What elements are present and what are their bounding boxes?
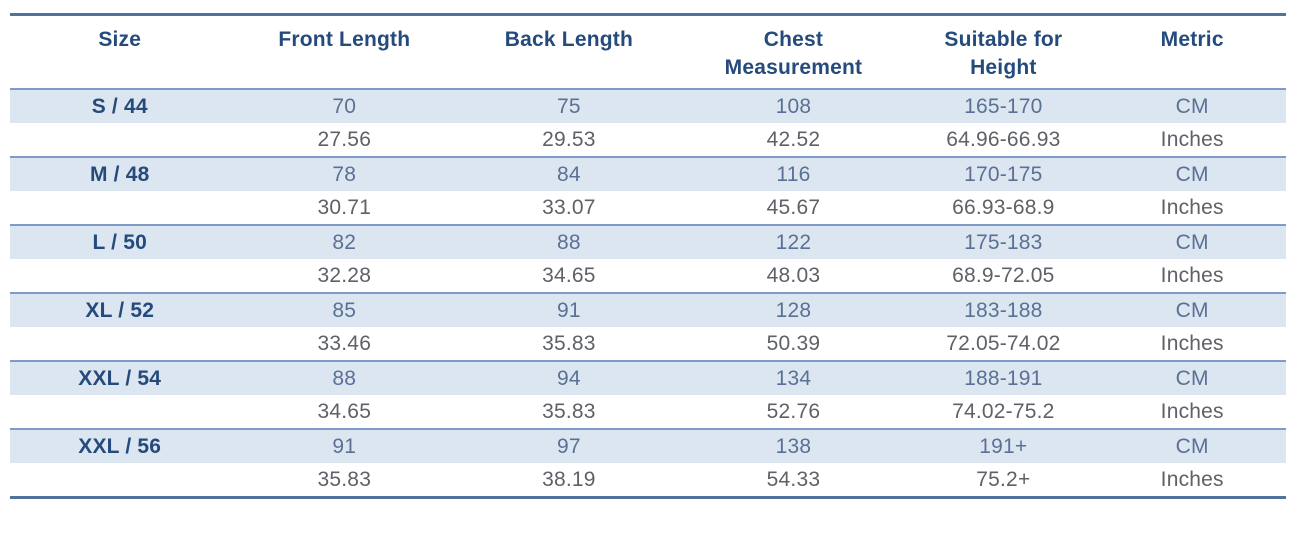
- column-header-front-length: Front Length: [278, 28, 411, 51]
- front-length-cell: 70: [229, 88, 460, 123]
- metric-cell: CM: [1098, 360, 1286, 395]
- table-row: XL / 52 85 91 128 183-188 CM: [10, 292, 1286, 327]
- front-length-cell: 82: [229, 224, 460, 259]
- metric-cell: Inches: [1098, 123, 1286, 157]
- chest-cell: 116: [678, 156, 909, 191]
- size-cell: XXL / 54: [10, 360, 230, 395]
- chest-cell: 134: [678, 360, 909, 395]
- metric-cell: Inches: [1098, 259, 1286, 293]
- size-cell: [10, 123, 230, 157]
- table-row: 34.65 35.83 52.76 74.02-75.2 Inches: [10, 395, 1286, 429]
- size-chart-container: Size Front Length Back Length Chest Meas…: [10, 13, 1286, 499]
- metric-cell: CM: [1098, 88, 1286, 123]
- front-length-cell: 85: [229, 292, 460, 327]
- table-row: 32.28 34.65 48.03 68.9-72.05 Inches: [10, 259, 1286, 293]
- metric-cell: Inches: [1098, 395, 1286, 429]
- back-length-cell: 34.65: [459, 259, 679, 293]
- metric-cell: Inches: [1098, 191, 1286, 225]
- metric-cell: Inches: [1098, 327, 1286, 361]
- table-row: 35.83 38.19 54.33 75.2+ Inches: [10, 463, 1286, 498]
- front-length-cell: 88: [229, 360, 460, 395]
- table-row: 30.71 33.07 45.67 66.93-68.9 Inches: [10, 191, 1286, 225]
- height-cell: 165-170: [908, 88, 1099, 123]
- chest-cell: 54.33: [678, 463, 909, 498]
- metric-cell: Inches: [1098, 463, 1286, 498]
- column-header-back-length: Back Length: [504, 28, 633, 51]
- height-cell: 191+: [908, 428, 1099, 463]
- size-chart-table: Size Front Length Back Length Chest Meas…: [10, 13, 1286, 499]
- size-cell: [10, 327, 230, 361]
- header-row: Size Front Length Back Length Chest Meas…: [10, 15, 1286, 90]
- height-cell: 64.96-66.93: [908, 123, 1099, 157]
- table-row: XXL / 56 91 97 138 191+ CM: [10, 428, 1286, 463]
- front-length-cell: 34.65: [229, 395, 460, 429]
- size-cell: XL / 52: [10, 292, 230, 327]
- front-length-cell: 32.28: [229, 259, 460, 293]
- front-length-cell: 30.71: [229, 191, 460, 225]
- back-length-cell: 38.19: [459, 463, 679, 498]
- height-cell: 75.2+: [908, 463, 1099, 498]
- chest-cell: 138: [678, 428, 909, 463]
- front-length-cell: 35.83: [229, 463, 460, 498]
- front-length-cell: 78: [229, 156, 460, 191]
- table-row: 27.56 29.53 42.52 64.96-66.93 Inches: [10, 123, 1286, 157]
- back-length-cell: 94: [459, 360, 679, 395]
- height-cell: 72.05-74.02: [908, 327, 1099, 361]
- height-cell: 74.02-75.2: [908, 395, 1099, 429]
- size-cell: XXL / 56: [10, 428, 230, 463]
- back-length-cell: 33.07: [459, 191, 679, 225]
- column-header-size: Size: [98, 28, 142, 51]
- table-row: M / 48 78 84 116 170-175 CM: [10, 156, 1286, 191]
- back-length-cell: 35.83: [459, 395, 679, 429]
- table-row: L / 50 82 88 122 175-183 CM: [10, 224, 1286, 259]
- height-cell: 188-191: [908, 360, 1099, 395]
- back-length-cell: 88: [459, 224, 679, 259]
- front-length-cell: 27.56: [229, 123, 460, 157]
- back-length-cell: 97: [459, 428, 679, 463]
- back-length-cell: 35.83: [459, 327, 679, 361]
- size-cell: [10, 463, 230, 498]
- chest-cell: 122: [678, 224, 909, 259]
- back-length-cell: 84: [459, 156, 679, 191]
- height-cell: 170-175: [908, 156, 1099, 191]
- chest-cell: 108: [678, 88, 909, 123]
- metric-cell: CM: [1098, 292, 1286, 327]
- metric-cell: CM: [1098, 428, 1286, 463]
- height-cell: 66.93-68.9: [908, 191, 1099, 225]
- size-cell: L / 50: [10, 224, 230, 259]
- size-cell: [10, 395, 230, 429]
- size-cell: M / 48: [10, 156, 230, 191]
- front-length-cell: 91: [229, 428, 460, 463]
- metric-cell: CM: [1098, 224, 1286, 259]
- table-row: XXL / 54 88 94 134 188-191 CM: [10, 360, 1286, 395]
- chest-cell: 52.76: [678, 395, 909, 429]
- chest-cell: 48.03: [678, 259, 909, 293]
- metric-cell: CM: [1098, 156, 1286, 191]
- size-cell: [10, 259, 230, 293]
- column-header-chest-measurement: Chest Measurement: [724, 28, 863, 79]
- table-row: 33.46 35.83 50.39 72.05-74.02 Inches: [10, 327, 1286, 361]
- height-cell: 175-183: [908, 224, 1099, 259]
- height-cell: 68.9-72.05: [908, 259, 1099, 293]
- chest-cell: 128: [678, 292, 909, 327]
- chest-cell: 50.39: [678, 327, 909, 361]
- size-cell: [10, 191, 230, 225]
- chest-cell: 45.67: [678, 191, 909, 225]
- table-row: S / 44 70 75 108 165-170 CM: [10, 88, 1286, 123]
- back-length-cell: 91: [459, 292, 679, 327]
- back-length-cell: 29.53: [459, 123, 679, 157]
- back-length-cell: 75: [459, 88, 679, 123]
- column-header-suitable-for-height: Suitable for Height: [944, 28, 1063, 79]
- size-cell: S / 44: [10, 88, 230, 123]
- chest-cell: 42.52: [678, 123, 909, 157]
- height-cell: 183-188: [908, 292, 1099, 327]
- column-header-metric: Metric: [1160, 28, 1224, 51]
- front-length-cell: 33.46: [229, 327, 460, 361]
